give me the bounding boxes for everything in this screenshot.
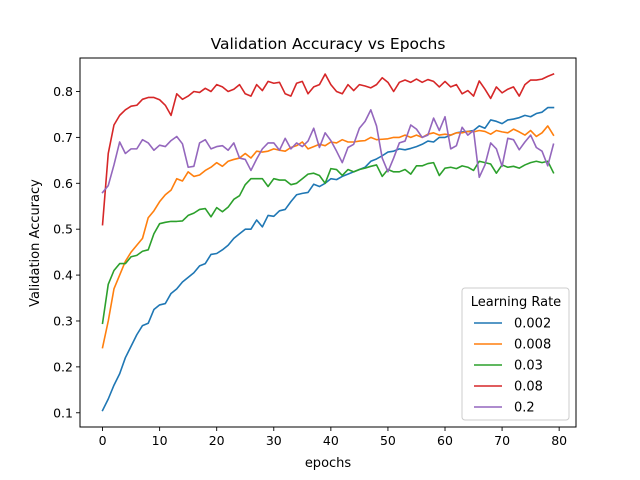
series-line-3 <box>101 73 555 226</box>
x-tick-label: 40 <box>323 433 339 448</box>
y-tick-label: 0.7 <box>53 130 73 145</box>
legend-label-0: 0.002 <box>514 317 551 332</box>
x-tick-label: 10 <box>152 433 168 448</box>
x-tick-label: 20 <box>209 433 225 448</box>
y-tick-label: 0.3 <box>53 313 73 328</box>
series-line-4 <box>101 109 555 194</box>
y-tick-label: 0.6 <box>53 176 73 191</box>
legend-title: Learning Rate <box>471 295 561 310</box>
x-tick-label: 80 <box>551 433 567 448</box>
y-tick-label: 0.8 <box>53 84 73 99</box>
x-tick-label: 50 <box>380 433 396 448</box>
legend: Learning Rate 0.002 0.008 0.03 0.08 0.2 <box>461 287 570 421</box>
x-tick-label: 0 <box>99 433 107 448</box>
y-tick-label: 0.2 <box>53 359 73 374</box>
series-line-2 <box>101 160 555 325</box>
x-tick-label: 70 <box>494 433 510 448</box>
legend-label-4: 0.2 <box>514 401 535 416</box>
y-tick-label: 0.5 <box>53 222 73 237</box>
chart-title: Validation Accuracy vs Epochs <box>211 35 446 53</box>
legend-label-3: 0.08 <box>514 380 543 395</box>
ticks-layer: 0 10 20 30 40 50 60 70 80 0.1 0.2 0.3 0.4 0.5 0.6 0.7 0.… <box>53 84 567 448</box>
y-tick-label: 0.1 <box>53 405 73 420</box>
x-tick-label: 30 <box>266 433 282 448</box>
x-axis-label: epochs <box>305 456 352 471</box>
legend-label-2: 0.03 <box>514 359 543 374</box>
y-axis-label: Validation Accuracy <box>28 179 43 307</box>
x-tick-label: 60 <box>437 433 453 448</box>
legend-box <box>461 287 570 421</box>
y-tick-label: 0.4 <box>53 268 73 283</box>
plot-frame <box>79 57 577 428</box>
series-layer <box>101 73 555 412</box>
legend-label-1: 0.008 <box>514 338 551 353</box>
series-line-1 <box>101 125 555 349</box>
series-line-0 <box>101 106 555 412</box>
